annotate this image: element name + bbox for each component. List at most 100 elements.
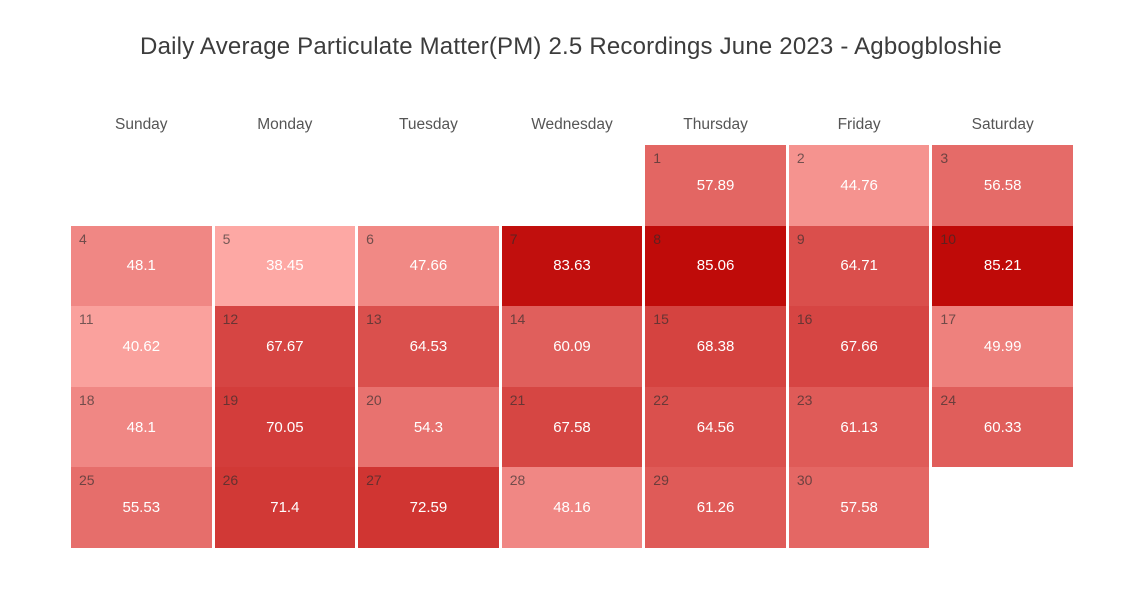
day-number: 10	[940, 230, 956, 247]
calendar-day-cell-29[interactable]: 29 61.26	[645, 467, 786, 548]
day-value: 48.16	[553, 499, 591, 517]
day-value: 71.4	[270, 499, 300, 517]
calendar-day-cell-23[interactable]: 23 61.13	[788, 386, 930, 468]
day-number: 2	[796, 150, 805, 166]
calendar-day-cell-7[interactable]: 7 83.63	[501, 225, 643, 307]
calendar-empty-cell	[932, 467, 1073, 548]
calendar-day-cell-27[interactable]: 27 72.59	[358, 467, 499, 548]
day-value: 57.89	[696, 176, 735, 194]
calendar-day-cell-4[interactable]: 4 48.1	[71, 225, 212, 307]
day-number: 4	[79, 230, 87, 247]
calendar-day-cell-19[interactable]: 19 70.05	[214, 386, 356, 468]
day-number: 30	[796, 472, 813, 489]
calendar-day-cell-11[interactable]: 11 40.62	[71, 306, 212, 387]
day-value: 70.05	[266, 418, 304, 436]
calendar-day-cell-9[interactable]: 9 64.71	[788, 225, 930, 307]
calendar-day-cell-21[interactable]: 21 67.58	[501, 386, 643, 468]
chart-title: Daily Average Particulate Matter(PM) 2.5…	[140, 33, 1002, 60]
day-number: 3	[940, 150, 949, 166]
day-value: 55.53	[122, 499, 161, 517]
day-number: 16	[796, 311, 813, 328]
day-number: 22	[653, 391, 669, 408]
day-value: 61.13	[840, 418, 878, 436]
weekday-header-thursday: Thursday	[683, 115, 748, 133]
weekday-header-saturday: Saturday	[971, 115, 1034, 133]
calendar-empty-cell	[358, 145, 499, 226]
day-number: 14	[509, 311, 526, 328]
day-number: 6	[366, 230, 374, 247]
calendar-empty-cell	[215, 145, 356, 226]
day-number: 13	[366, 311, 382, 328]
day-value: 57.58	[840, 499, 878, 517]
day-number: 7	[509, 230, 518, 247]
day-number: 27	[366, 472, 382, 489]
day-number: 18	[79, 391, 95, 408]
day-value: 64.56	[696, 418, 735, 436]
day-number: 5	[222, 230, 231, 247]
calendar-day-cell-12[interactable]: 12 67.67	[214, 306, 356, 387]
day-number: 21	[509, 391, 526, 408]
day-value: 61.26	[696, 499, 735, 517]
day-number: 20	[366, 391, 382, 408]
day-value: 68.38	[696, 337, 735, 355]
calendar-day-cell-17[interactable]: 17 49.99	[932, 306, 1073, 387]
day-number: 1	[653, 150, 662, 166]
calendar-day-cell-5[interactable]: 5 38.45	[214, 225, 356, 307]
calendar-day-cell-10[interactable]: 10 85.21	[932, 225, 1073, 307]
calendar-empty-cell	[71, 145, 212, 226]
day-value: 67.58	[553, 418, 591, 436]
day-value: 85.06	[696, 257, 735, 275]
day-value: 44.76	[840, 176, 878, 194]
calendar-day-cell-22[interactable]: 22 64.56	[645, 386, 786, 468]
calendar-day-cell-16[interactable]: 16 67.66	[788, 306, 930, 387]
day-value: 83.63	[553, 257, 591, 275]
day-value: 67.66	[840, 337, 878, 355]
calendar-day-cell-3[interactable]: 3 56.58	[932, 145, 1073, 226]
calendar: Sunday Monday Tuesday Wednesday Thursday Frid…	[71, 104, 1073, 548]
day-number: 12	[222, 311, 239, 328]
calendar-day-cell-26[interactable]: 26 71.4	[214, 467, 356, 548]
calendar-day-cell-18[interactable]: 18 48.1	[71, 386, 212, 468]
day-number: 28	[509, 472, 526, 489]
calendar-day-cell-30[interactable]: 30 57.58	[788, 467, 930, 548]
calendar-day-cell-28[interactable]: 28 48.16	[501, 467, 643, 548]
day-value: 60.33	[983, 418, 1022, 436]
day-value: 54.3	[413, 418, 444, 436]
day-number: 19	[222, 391, 239, 408]
day-number: 24	[940, 391, 956, 408]
calendar-day-cell-20[interactable]: 20 54.3	[358, 386, 499, 468]
calendar-empty-cell	[502, 145, 643, 226]
day-value: 64.53	[409, 337, 448, 355]
day-value: 72.59	[409, 499, 448, 517]
calendar-day-cell-25[interactable]: 25 55.53	[71, 467, 212, 548]
day-number: 11	[79, 311, 94, 328]
calendar-day-cell-2[interactable]: 2 44.76	[788, 145, 930, 226]
weekday-header-tuesday: Tuesday	[398, 115, 458, 133]
day-value: 85.21	[983, 257, 1022, 275]
weekday-header-monday: Monday	[257, 115, 313, 133]
calendar-day-cell-8[interactable]: 8 85.06	[645, 225, 786, 307]
weekday-header-friday: Friday	[837, 115, 881, 133]
calendar-day-cell-14[interactable]: 14 60.09	[501, 306, 643, 387]
weekday-header-wednesday: Wednesday	[531, 115, 613, 133]
weekday-header-row: Sunday Monday Tuesday Wednesday Thursday Frid…	[71, 104, 1073, 145]
day-value: 48.1	[126, 418, 156, 436]
calendar-day-cell-6[interactable]: 6 47.66	[358, 225, 499, 307]
calendar-day-cell-1[interactable]: 1 57.89	[645, 145, 786, 226]
day-value: 64.71	[840, 257, 878, 275]
calendar-day-cell-15[interactable]: 15 68.38	[645, 306, 786, 387]
day-value: 38.45	[266, 257, 304, 275]
calendar-day-cell-24[interactable]: 24 60.33	[932, 386, 1073, 468]
day-number: 15	[653, 311, 669, 328]
day-number: 17	[940, 311, 956, 328]
weekday-header-sunday: Sunday	[114, 115, 168, 133]
day-number: 25	[79, 472, 95, 489]
day-value: 40.62	[122, 337, 161, 355]
calendar-day-cell-13[interactable]: 13 64.53	[358, 306, 499, 387]
day-value: 56.58	[983, 176, 1022, 194]
day-number: 9	[796, 230, 805, 247]
calendar-grid: 1 57.89 2 44.76 3 56.58 4 48.1 5 38.45 6 47.66 7 83.6…	[71, 145, 1073, 548]
day-value: 49.99	[983, 337, 1022, 355]
day-value: 47.66	[409, 257, 448, 275]
